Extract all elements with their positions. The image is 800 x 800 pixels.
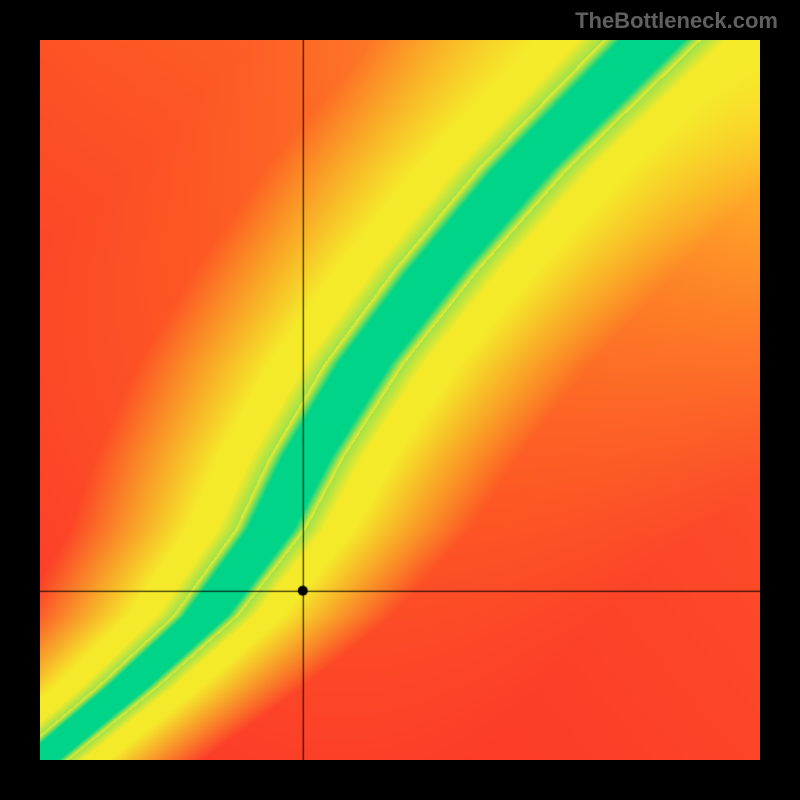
watermark-text: TheBottleneck.com [575,8,778,34]
bottleneck-heatmap [40,40,760,760]
chart-container: TheBottleneck.com [0,0,800,800]
